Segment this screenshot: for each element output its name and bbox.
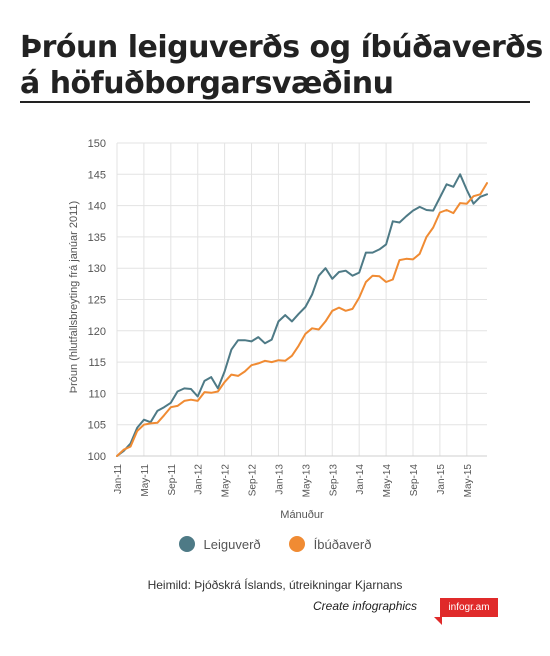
y-tick-label: 125 — [88, 295, 106, 307]
x-tick-label: May-13 — [301, 464, 312, 498]
y-axis-ticks: 100 105 110 115 120 125 130 135 140 145 150 — [88, 138, 106, 463]
legend-label-ibudaverd: Íbúðaverð — [313, 536, 372, 552]
x-tick-label: May-14 — [382, 464, 393, 498]
x-tick-label: Sep-12 — [248, 464, 259, 497]
legend: Leiguverð Íbúðaverð — [0, 536, 550, 552]
series-line-ibudaverd[interactable] — [116, 182, 488, 457]
legend-item-ibudaverd[interactable]: Íbúðaverð — [288, 536, 372, 552]
title-divider — [20, 101, 530, 103]
line-chart: 100 105 110 115 120 125 130 135 140 145 150 Jan-11… — [68, 138, 488, 521]
y-tick-label: 150 — [88, 138, 106, 150]
series-lines — [116, 173, 488, 457]
x-tick-label: Jan-14 — [355, 464, 366, 495]
x-tick-label: May-15 — [463, 464, 474, 498]
title-line-2: á höfuðborgarsvæðinu — [20, 66, 394, 101]
title-line-1: Þróun leiguverðs og íbúðaverðs — [20, 30, 543, 65]
y-tick-label: 100 — [88, 451, 106, 463]
y-axis-label: Þróun (hlutfallsbreyting frá janúar 2011… — [68, 201, 80, 393]
x-tick-label: May-11 — [140, 464, 151, 497]
legend-item-leiguverd[interactable]: Leiguverð — [178, 536, 261, 552]
create-infographics-link[interactable]: Create infographics — [313, 599, 418, 613]
y-tick-label: 130 — [88, 263, 106, 275]
x-tick-label: Sep-11 — [167, 464, 178, 496]
legend-marker-ibudaverd — [288, 536, 305, 552]
legend-label-leiguverd: Leiguverð — [203, 536, 261, 552]
x-tick-label: Sep-13 — [328, 464, 339, 497]
y-tick-label: 140 — [88, 201, 106, 213]
y-tick-label: 115 — [88, 357, 106, 369]
x-tick-label: Sep-14 — [409, 464, 420, 497]
x-tick-label: Jan-12 — [194, 464, 205, 495]
x-tick-label: Jan-15 — [436, 464, 447, 495]
y-tick-label: 120 — [88, 326, 106, 338]
x-tick-label: Jan-11 — [113, 464, 124, 494]
x-tick-label: May-12 — [221, 464, 232, 498]
x-axis-label: Mánuður — [280, 509, 324, 521]
legend-marker-leiguverd — [178, 536, 195, 552]
y-tick-label: 145 — [88, 169, 106, 181]
source-note: Heimild: Þjóðskrá Íslands, útreikningar … — [147, 578, 403, 592]
x-tick-label: Jan-13 — [274, 464, 285, 495]
y-tick-label: 105 — [88, 420, 106, 432]
y-tick-label: 135 — [88, 232, 106, 244]
x-axis-ticks: Jan-11 May-11 Sep-11 Jan-12 May-12 Sep-12 Jan-… — [113, 464, 474, 498]
infogram-badge[interactable]: infogr.am — [440, 598, 498, 617]
grid — [116, 142, 487, 457]
badge-tail — [434, 617, 442, 625]
y-tick-label: 110 — [88, 388, 106, 400]
series-line-leiguverd[interactable] — [116, 173, 488, 457]
chart-title: Þróun leiguverðs og íbúðaverðs á höfuðbo… — [20, 30, 543, 102]
